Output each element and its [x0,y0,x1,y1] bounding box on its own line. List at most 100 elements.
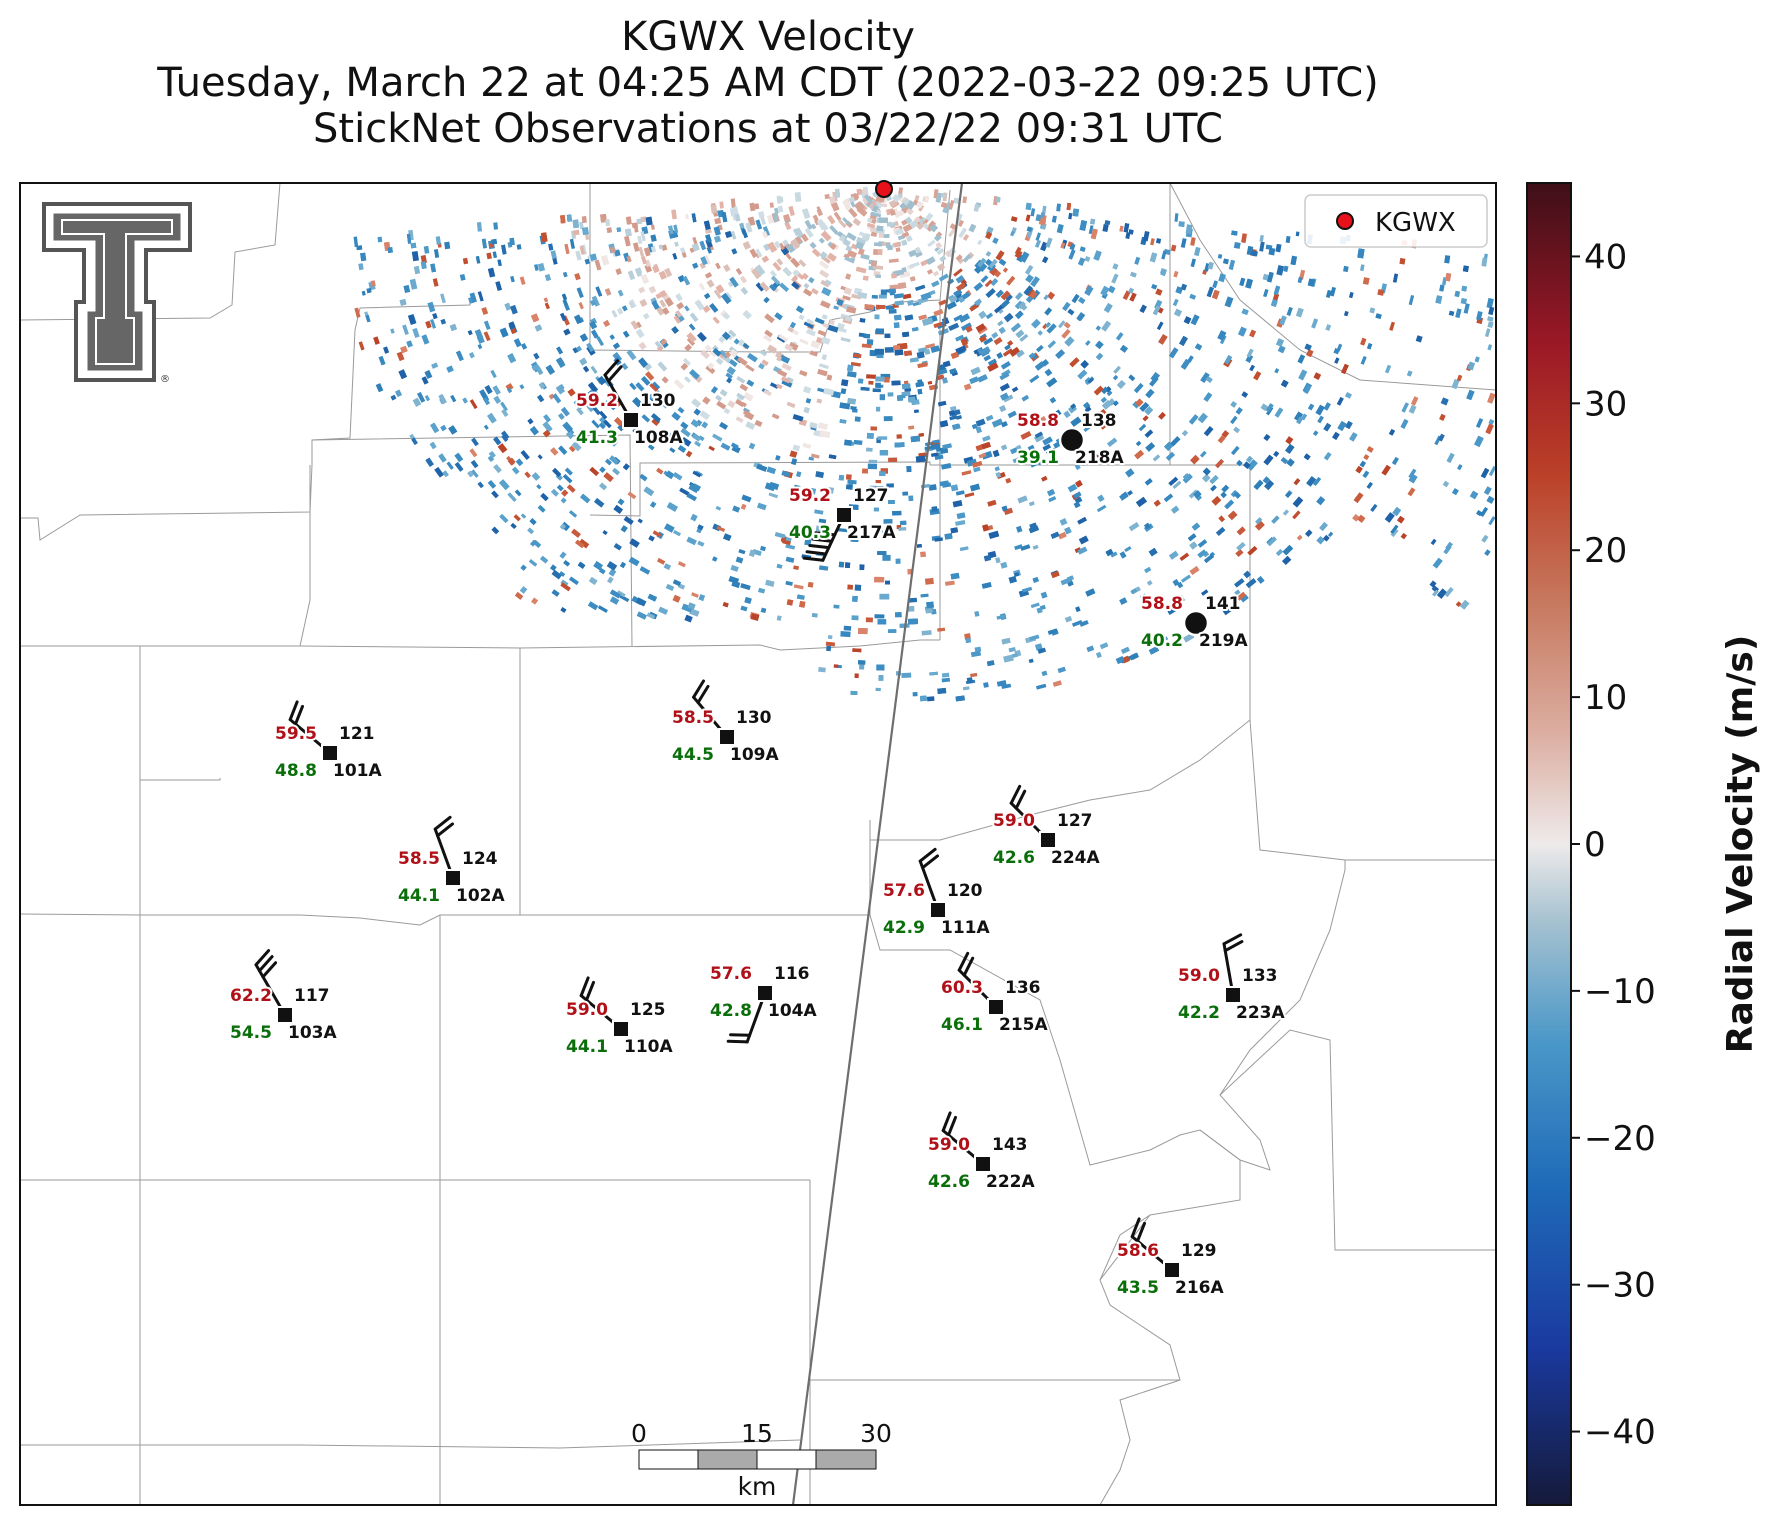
wind-barb-flag [288,700,299,722]
wind-barb-flag [729,1033,752,1037]
station-dewpoint: 43.5 [1117,1278,1159,1298]
station-215a: 60.3 136 46.1 215A [939,951,1050,1037]
station-pressure: 120 [947,881,983,901]
station-pressure: 133 [1242,966,1278,986]
wind-barb-flag [921,854,939,870]
map-legend: KGWX [1304,194,1488,248]
wind-barb-flag [805,550,828,556]
scale-label-0: 0 [631,1419,647,1448]
station-id: 222A [986,1172,1035,1192]
wind-barb-flag [258,955,274,973]
station-dewpoint: 40.3 [789,523,831,543]
station-dewpoint: 48.8 [275,761,317,781]
wind-barb-flag [692,679,705,699]
station-id: 101A [333,761,382,781]
station-dewpoint: 42.8 [710,1001,752,1021]
scale-label-15: 15 [741,1419,773,1448]
station-id: 217A [847,523,896,543]
station-pressure: 141 [1205,594,1241,614]
station-id: 223A [1236,1003,1285,1023]
station-temperature: 58.6 [1117,1241,1159,1261]
station-pressure: 130 [640,391,676,411]
station-marker [929,901,947,919]
wind-barb-flag [1222,933,1243,946]
station-temperature: 58.5 [398,849,440,869]
station-marker [718,728,736,746]
title-time: Tuesday, March 22 at 04:25 AM CDT (2022-… [157,60,1379,106]
station-222a: 59.0 143 42.6 222A [926,1111,1037,1194]
station-marker [444,869,462,887]
station-pressure: 130 [736,708,772,728]
wind-barb-flag [261,961,278,979]
station-109a: 58.5 130 44.5 109A [670,679,781,767]
scale-label-30: 30 [860,1419,892,1448]
wind-barb-flag [814,531,837,537]
wind-barb-flag [802,556,825,562]
velocity-returns [353,186,1496,702]
station-temperature: 58.5 [672,708,714,728]
station-pressure: 127 [853,486,889,506]
station-pressure: 125 [630,1000,666,1020]
wind-barb-flag [1014,789,1027,810]
station-pressure: 121 [339,724,375,744]
station-dewpoint: 42.9 [883,918,925,938]
station-temperature: 59.0 [993,811,1035,831]
station-pressure: 117 [294,986,330,1006]
station-id: 219A [1199,631,1248,651]
wind-barb-flag [1223,940,1244,953]
station-108a: 59.2 130 41.3 108A [574,359,685,450]
wind-barb-flag [1130,1217,1141,1239]
station-id: 102A [456,886,505,906]
station-110a: 59.0 125 44.1 110A [564,976,675,1059]
legend-marker-icon [1336,212,1354,230]
wind-barb-flag [696,684,710,704]
texas-tech-logo: ® [42,202,192,385]
station-dewpoint: 41.3 [576,428,618,448]
wind-barb-flag [1009,784,1022,805]
station-dewpoint: 42.6 [993,848,1035,868]
station-pressure: 116 [774,964,810,984]
wind-barb-flag [585,980,595,1002]
station-temperature: 59.0 [928,1135,970,1155]
station-dewpoint: 44.1 [398,886,440,906]
kgwx-radar-marker [875,180,893,198]
figure-title: KGWX Velocity Tuesday, March 22 at 04:25… [18,14,1518,152]
sticknet-stations: 59.2 130 41.3 108A 59.2 127 40.3 217A 58.8 138 39.… [228,359,1287,1300]
station-id: 216A [1175,1278,1224,1298]
station-216a: 58.6 129 43.5 216A [1115,1217,1226,1300]
station-104a: 57.6 116 42.8 104A [708,962,819,1044]
legend-label: KGWX [1375,208,1456,238]
station-temperature: 62.2 [230,986,272,1006]
station-id: 111A [941,918,990,938]
wind-barb-flag [436,822,454,838]
station-dewpoint: 39.1 [1017,448,1059,468]
wind-barb-flag [254,949,271,967]
station-pressure: 136 [1005,978,1041,998]
station-temperature: 57.6 [883,881,925,901]
station-pressure: 127 [1057,811,1093,831]
station-marker [987,998,1005,1016]
scale-bar: 0 15 30 km [631,1419,892,1501]
station-marker [974,1155,992,1173]
station-id: 110A [624,1037,673,1057]
station-dewpoint: 46.1 [941,1015,983,1035]
station-id: 103A [288,1023,337,1043]
station-pressure: 124 [462,849,498,869]
station-temperature: 57.6 [710,964,752,984]
station-temperature: 59.0 [1178,966,1220,986]
wind-barb-flag [941,1111,952,1133]
station-marker [612,1020,630,1038]
station-pressure: 143 [992,1135,1028,1155]
wind-barb-flag [603,359,620,377]
station-calm-marker [1058,426,1086,454]
station-217a: 59.2 127 40.3 217A [787,484,898,562]
station-pressure: 129 [1181,1241,1217,1261]
station-temperature: 59.0 [566,1000,608,1020]
title-radar: KGWX Velocity [621,14,915,60]
wind-barb-flag [918,847,937,863]
station-marker [1039,831,1057,849]
station-101a: 59.5 121 48.8 101A [273,700,384,783]
station-219a: 58.8 141 40.2 219A [1139,592,1250,653]
scale-unit: km [738,1472,777,1501]
